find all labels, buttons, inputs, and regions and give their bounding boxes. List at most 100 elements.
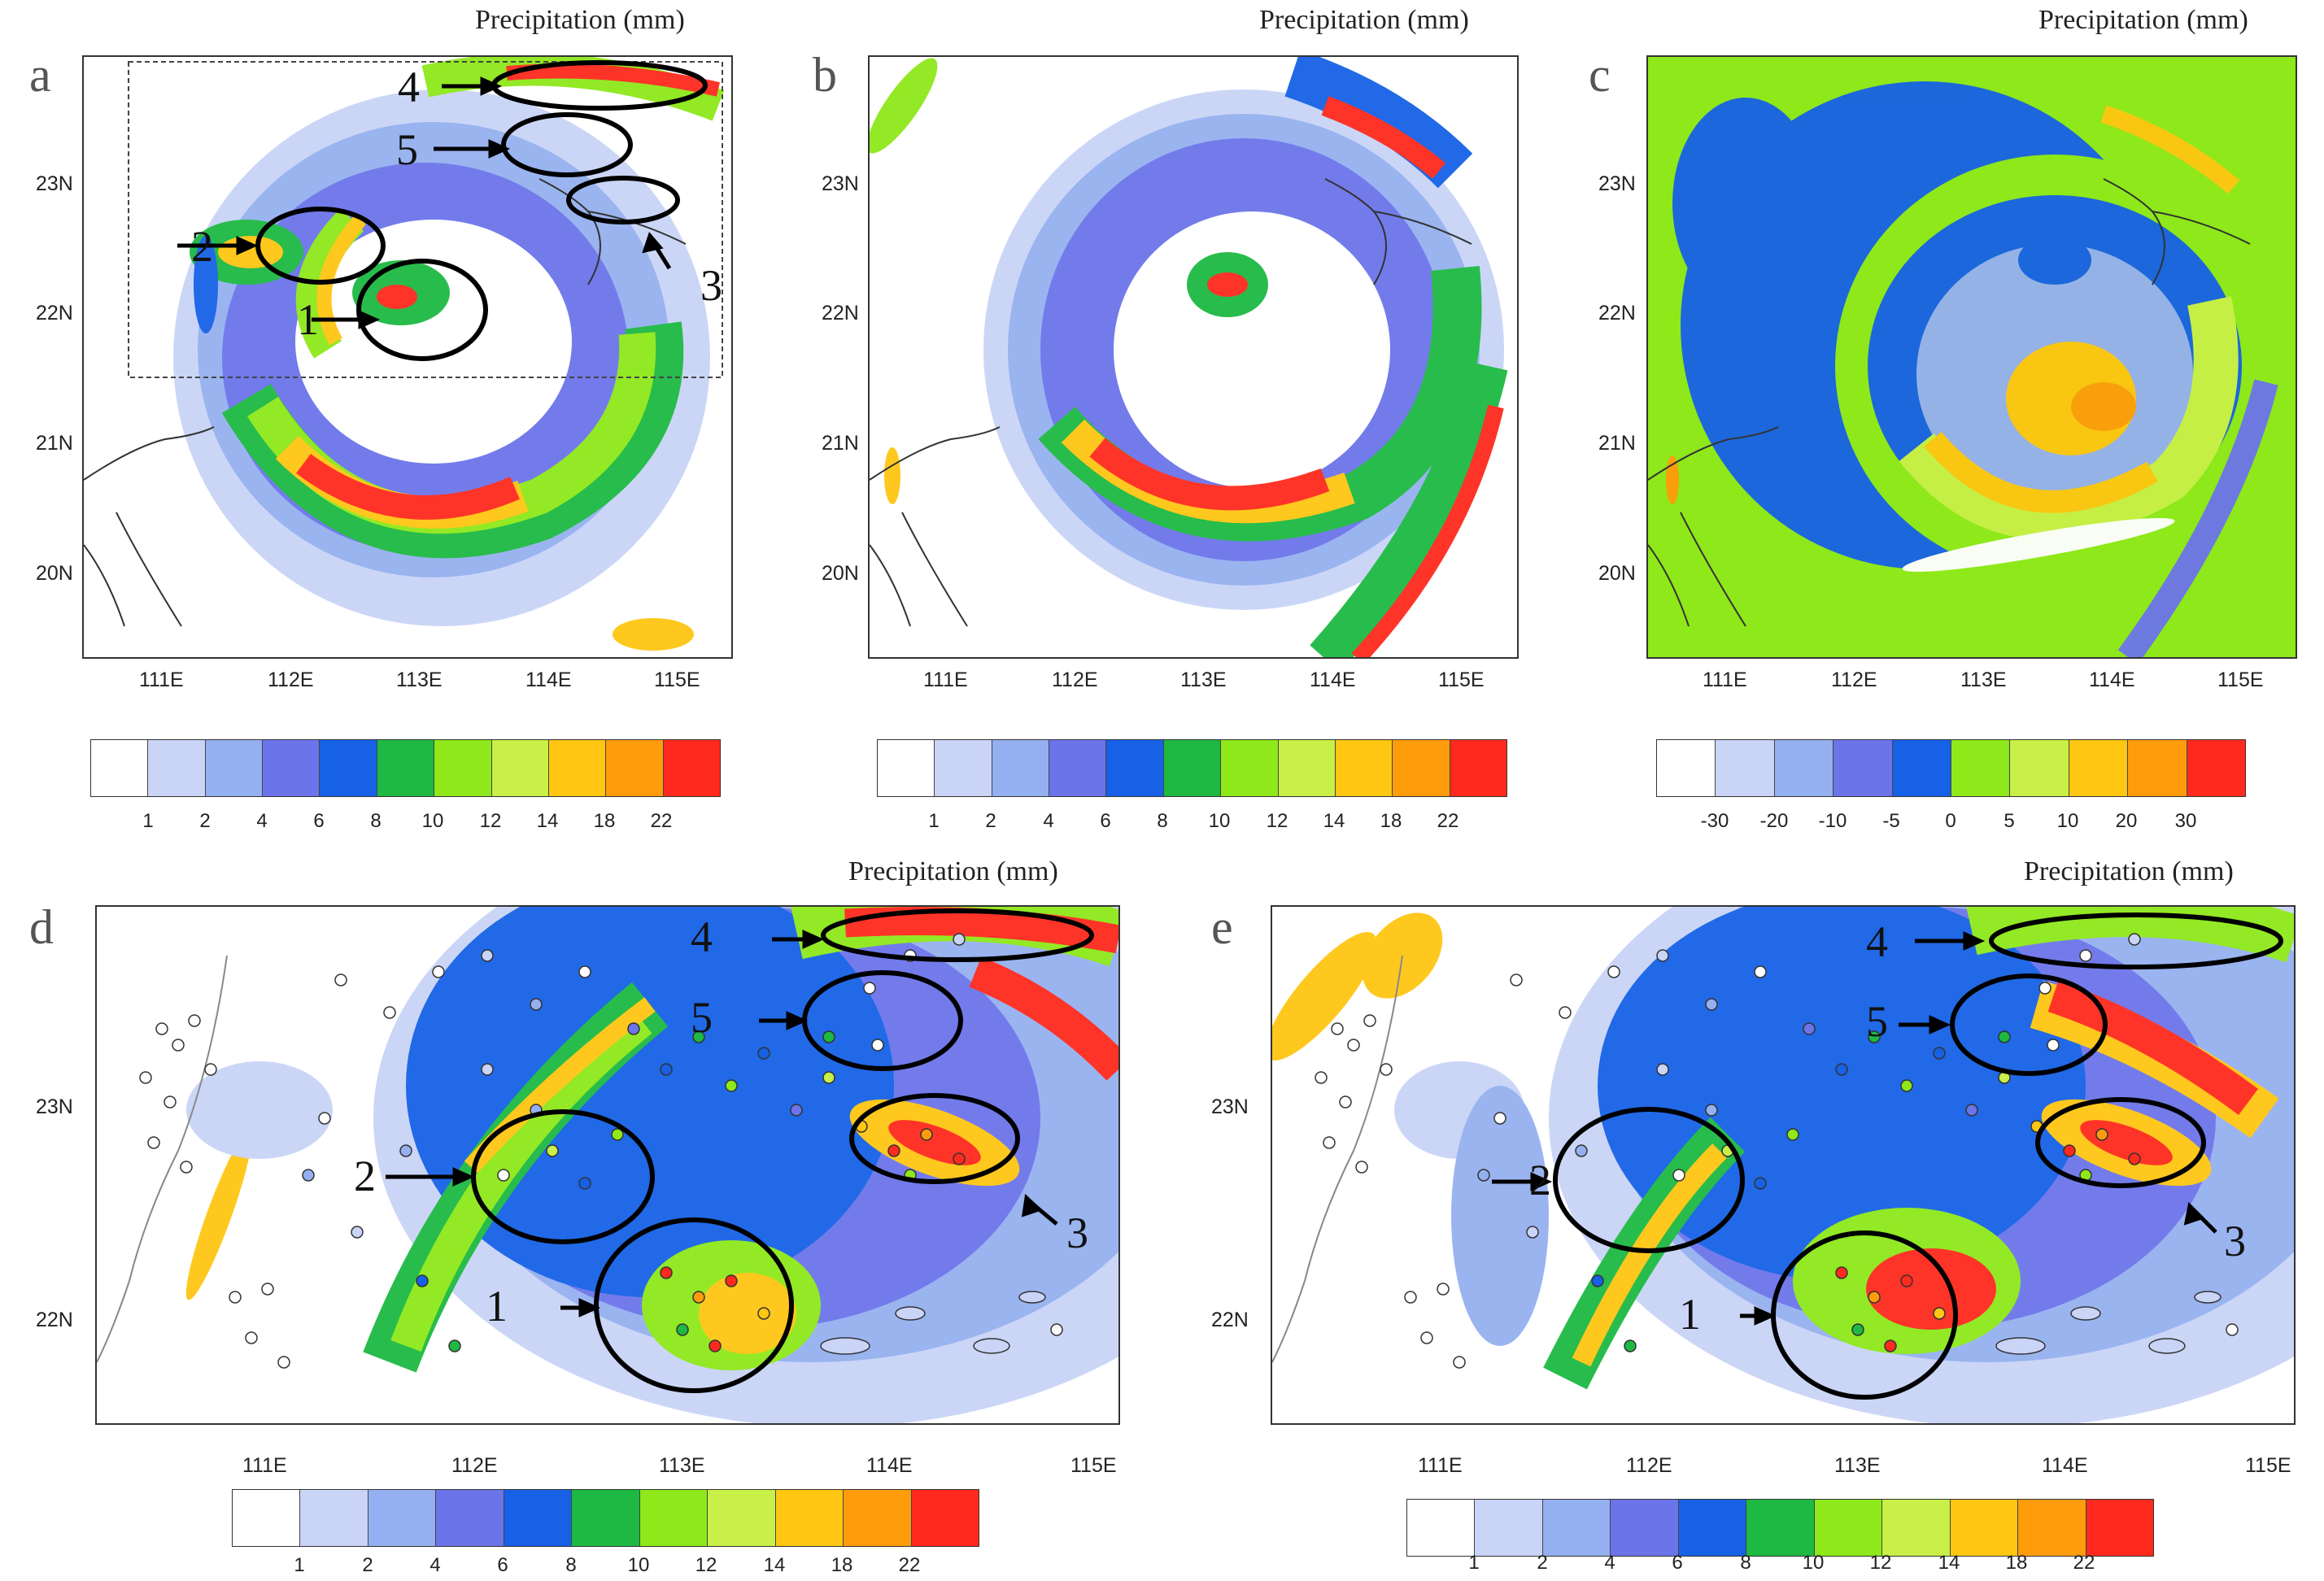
panel-e-cb-tick-4: 4: [1604, 1552, 1615, 1574]
panel-b-cb-tick-10: 10: [1208, 810, 1231, 832]
panel-d-ylab-22n: 22N: [36, 1309, 73, 1331]
panel-a-cb-tick-8: 8: [370, 810, 382, 832]
panel-b-ylab-22n: 22N: [822, 302, 859, 324]
panel-d-xlab-115e: 115E: [1070, 1454, 1117, 1477]
panel-e-cb-tick-1: 1: [1468, 1552, 1480, 1574]
panel-c-ylab-23n: 23N: [1598, 172, 1636, 195]
panel-e-cb-tick-8: 8: [1740, 1552, 1751, 1574]
panel-a-ylab-20n: 20N: [36, 562, 73, 585]
panel-c-colorbar: [1656, 739, 2246, 797]
panel-c-cb-tick-10: 10: [2056, 810, 2079, 832]
panel-a-cb-tick-18: 18: [593, 810, 616, 832]
panel-a-cb-tick-2: 2: [199, 810, 211, 832]
panel-c-cb-tick-30: 30: [2174, 810, 2197, 832]
panel-d-cb-tick-12: 12: [695, 1554, 717, 1576]
panel-b-xlab-115e: 115E: [1438, 669, 1485, 691]
panel-d-map: 4 5 2 1 3: [95, 905, 1120, 1425]
panel-a-precip-field: [84, 57, 725, 651]
panel-a-ylab-22n: 22N: [36, 302, 73, 324]
panel-a-colorbar: [90, 739, 721, 797]
panel-e-xlab-115e: 115E: [2245, 1454, 2291, 1477]
panel-d-colorbar: [232, 1489, 979, 1547]
panel-a-xlab-113e: 113E: [396, 669, 443, 691]
panel-c-ylab-21n: 21N: [1598, 432, 1636, 455]
panel-d-xlab-114e: 114E: [866, 1454, 913, 1477]
panel-e-label-5: 5: [1866, 997, 1888, 1046]
panel-a-label-3: 3: [700, 261, 722, 310]
panel-e-label-3: 3: [2224, 1217, 2246, 1265]
panel-d-cb-tick-14: 14: [763, 1554, 786, 1576]
panel-a-domain-box: [128, 61, 723, 378]
panel-c-cb-tick-m5: -5: [1882, 810, 1900, 832]
panel-e-label-4: 4: [1866, 917, 1888, 966]
panel-b-colorbar: [877, 739, 1507, 797]
panel-e-letter: e: [1211, 900, 1233, 954]
panel-b-title: Precipitation (mm): [1259, 5, 1469, 35]
panel-b-precip-field: [870, 57, 1508, 657]
panel-d-label-1: 1: [486, 1282, 508, 1331]
panel-e-cb-tick-10: 10: [1802, 1552, 1825, 1574]
panel-c-ylab-20n: 20N: [1598, 562, 1636, 585]
panel-c-cb-tick-5: 5: [2004, 810, 2015, 832]
panel-e-cb-tick-18: 18: [2005, 1552, 2028, 1574]
panel-e-cb-tick-14: 14: [1938, 1552, 1960, 1574]
panel-c-precip-diff-field: [1648, 57, 2296, 657]
panel-d-label-2: 2: [354, 1152, 376, 1200]
panel-c-xlab-112e: 112E: [1831, 669, 1877, 691]
panel-a-ylab-21n: 21N: [36, 432, 73, 455]
panel-e-cb-tick-12: 12: [1869, 1552, 1892, 1574]
panel-a-letter: a: [29, 48, 51, 102]
panel-d-xlab-112e: 112E: [451, 1454, 498, 1477]
panel-c-cb-tick-m20: -20: [1759, 810, 1789, 832]
panel-a-ylab-23n: 23N: [36, 172, 73, 195]
panel-b-cb-tick-4: 4: [1043, 810, 1054, 832]
panel-d-label-4: 4: [691, 912, 713, 961]
panel-b-ylab-20n: 20N: [822, 562, 859, 585]
panel-e-ylab-23n: 23N: [1211, 1095, 1249, 1118]
panel-a-cb-tick-10: 10: [421, 810, 444, 832]
panel-b-cb-tick-1: 1: [928, 810, 940, 832]
panel-c-xlab-111e: 111E: [1703, 669, 1747, 691]
panel-d-xlab-113e: 113E: [659, 1454, 705, 1477]
panel-b-cb-tick-14: 14: [1323, 810, 1345, 832]
panel-b-xlab-112e: 112E: [1052, 669, 1098, 691]
panel-b-xlab-111e: 111E: [923, 669, 968, 691]
panel-e-xlab-112e: 112E: [1626, 1454, 1672, 1477]
panel-b-ylab-21n: 21N: [822, 432, 859, 455]
panel-e-xlab-111e: 111E: [1418, 1454, 1463, 1477]
panel-b-cb-tick-6: 6: [1100, 810, 1111, 832]
panel-c-xlab-113e: 113E: [1960, 669, 2007, 691]
panel-a-cb-tick-1: 1: [142, 810, 154, 832]
panel-e-xlab-114e: 114E: [2042, 1454, 2088, 1477]
panel-c-xlab-115e: 115E: [2217, 669, 2264, 691]
panel-b-cb-tick-8: 8: [1157, 810, 1168, 832]
panel-a-cb-tick-14: 14: [536, 810, 559, 832]
panel-a-label-2: 2: [191, 222, 213, 271]
panel-b-map: [868, 55, 1519, 659]
panel-d-cb-tick-22: 22: [898, 1554, 921, 1576]
panel-b-cb-tick-18: 18: [1380, 810, 1402, 832]
panel-b-xlab-113e: 113E: [1180, 669, 1227, 691]
panel-e-cb-tick-6: 6: [1672, 1552, 1683, 1574]
panel-a-title: Precipitation (mm): [475, 5, 685, 35]
panel-c-map: [1646, 55, 2297, 659]
panel-d-cb-tick-10: 10: [627, 1554, 650, 1576]
panel-c-xlab-114e: 114E: [2089, 669, 2135, 691]
panel-d-xlab-111e: 111E: [242, 1454, 287, 1477]
panel-a-xlab-114e: 114E: [525, 669, 572, 691]
panel-d-cb-tick-2: 2: [362, 1554, 373, 1576]
panel-e-station-markers: [1315, 933, 2239, 1369]
panel-d-label-5: 5: [691, 993, 713, 1042]
panel-e-title: Precipitation (mm): [2024, 856, 2234, 886]
panel-e-label-1: 1: [1679, 1290, 1701, 1339]
panel-a-xlab-111e: 111E: [139, 669, 184, 691]
panel-a-xlab-115e: 115E: [654, 669, 700, 691]
panel-b-xlab-114e: 114E: [1310, 669, 1356, 691]
panel-c-cb-tick-20: 20: [2115, 810, 2138, 832]
panel-e-cb-tick-22: 22: [2073, 1552, 2095, 1574]
panel-a-label-1: 1: [297, 295, 319, 344]
panel-a-label-4: 4: [398, 63, 420, 111]
panel-d-ylab-23n: 23N: [36, 1095, 73, 1118]
panel-d-label-3: 3: [1066, 1209, 1088, 1257]
panel-a-map: 4 5 3 2 1: [82, 55, 733, 659]
